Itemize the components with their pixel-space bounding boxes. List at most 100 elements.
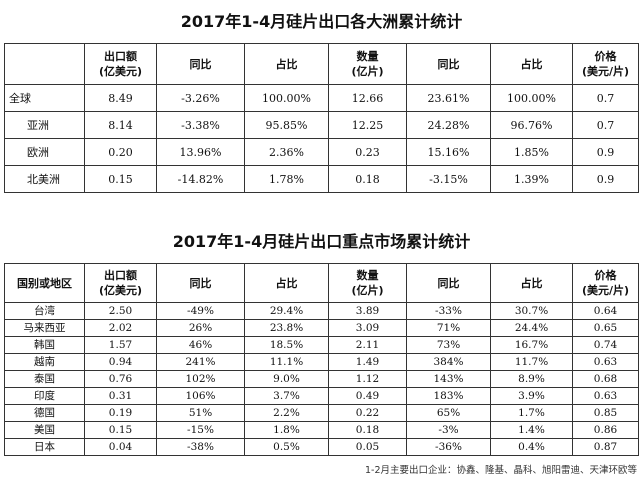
table-row: 亚洲 8.14 -3.38% 95.85% 12.25 24.28% 96.76% 0.7 bbox=[4, 111, 639, 139]
table-cell: 9.0% bbox=[244, 370, 329, 388]
table2-header-row: 国别或地区 出口额 (亿美元) 同比 占比 数量 (亿片) 同比 占比 价格 (美元/片) bbox=[4, 263, 639, 303]
table-cell: 1.8% bbox=[244, 421, 329, 439]
market-export-table: 国别或地区 出口额 (亿美元) 同比 占比 数量 (亿片) 同比 占比 价格 (美元/片) 台… bbox=[4, 263, 639, 456]
row-label: 韩国 bbox=[4, 336, 85, 354]
table-cell: -15% bbox=[156, 421, 245, 439]
table-cell: 1.4% bbox=[490, 421, 573, 439]
table-cell: 0.9 bbox=[572, 165, 639, 193]
table-cell: 3.7% bbox=[244, 387, 329, 405]
table-cell: 0.76 bbox=[84, 370, 157, 388]
table-row: 德国 0.19 51% 2.2% 0.22 65% 1.7% 0.85 bbox=[4, 404, 639, 422]
column-header: 价格 (美元/片) bbox=[572, 263, 639, 303]
table-cell: 73% bbox=[406, 336, 491, 354]
table-cell: 46% bbox=[156, 336, 245, 354]
table-cell: 0.4% bbox=[490, 438, 573, 456]
table-row: 北美洲 0.15 -14.82% 1.78% 0.18 -3.15% 1.39% 0.9 bbox=[4, 165, 639, 193]
table-cell: -49% bbox=[156, 302, 245, 320]
table1-header-row: 出口额 (亿美元) 同比 占比 数量 (亿片) 同比 占比 价格 (美元/片) bbox=[4, 43, 639, 85]
table-cell: 26% bbox=[156, 319, 245, 337]
table-cell: 0.63 bbox=[572, 353, 639, 371]
table-cell: 1.57 bbox=[84, 336, 157, 354]
table-cell: -33% bbox=[406, 302, 491, 320]
table-cell: 15.16% bbox=[406, 138, 491, 166]
table-cell: 0.31 bbox=[84, 387, 157, 405]
table-cell: 2.02 bbox=[84, 319, 157, 337]
table-cell: 1.39% bbox=[490, 165, 573, 193]
row-label: 欧洲 bbox=[4, 138, 85, 166]
table-cell: 18.5% bbox=[244, 336, 329, 354]
table-cell: 11.7% bbox=[490, 353, 573, 371]
table-cell: 8.9% bbox=[490, 370, 573, 388]
row-label: 北美洲 bbox=[4, 165, 85, 193]
row-label: 日本 bbox=[4, 438, 85, 456]
table-cell: 13.96% bbox=[156, 138, 245, 166]
column-header: 出口额 (亿美元) bbox=[84, 43, 157, 85]
table-cell: 384% bbox=[406, 353, 491, 371]
column-header: 占比 bbox=[490, 43, 573, 85]
table-cell: 100.00% bbox=[244, 84, 329, 112]
table-cell: 0.85 bbox=[572, 404, 639, 422]
table-row: 印度 0.31 106% 3.7% 0.49 183% 3.9% 0.63 bbox=[4, 387, 639, 405]
table-cell: 0.15 bbox=[84, 165, 157, 193]
table2-title: 2017年1-4月硅片出口重点市场累计统计 bbox=[172, 232, 471, 251]
table-cell: -38% bbox=[156, 438, 245, 456]
column-header bbox=[4, 43, 85, 85]
table-row: 日本 0.04 -38% 0.5% 0.05 -36% 0.4% 0.87 bbox=[4, 438, 639, 456]
table1-title: 2017年1-4月硅片出口各大洲累计统计 bbox=[180, 12, 463, 31]
table-cell: 0.63 bbox=[572, 387, 639, 405]
table-cell: 3.9% bbox=[490, 387, 573, 405]
table-cell: 0.9 bbox=[572, 138, 639, 166]
table-cell: 51% bbox=[156, 404, 245, 422]
table-cell: 0.7 bbox=[572, 111, 639, 139]
table-cell: 3.09 bbox=[328, 319, 407, 337]
column-header: 占比 bbox=[490, 263, 573, 303]
table-cell: 0.87 bbox=[572, 438, 639, 456]
column-header: 同比 bbox=[156, 43, 245, 85]
table-cell: -3.15% bbox=[406, 165, 491, 193]
table-cell: 183% bbox=[406, 387, 491, 405]
table-cell: 0.86 bbox=[572, 421, 639, 439]
table-cell: 96.76% bbox=[490, 111, 573, 139]
table-cell: 11.1% bbox=[244, 353, 329, 371]
column-header: 同比 bbox=[406, 263, 491, 303]
table-cell: 143% bbox=[406, 370, 491, 388]
continent-export-table: 出口额 (亿美元) 同比 占比 数量 (亿片) 同比 占比 价格 (美元/片) 全球 8.49… bbox=[4, 43, 639, 193]
table-cell: 2.11 bbox=[328, 336, 407, 354]
table-cell: 0.22 bbox=[328, 404, 407, 422]
table-cell: 0.20 bbox=[84, 138, 157, 166]
table-cell: 0.64 bbox=[572, 302, 639, 320]
column-header: 同比 bbox=[406, 43, 491, 85]
column-header: 同比 bbox=[156, 263, 245, 303]
table-cell: 1.12 bbox=[328, 370, 407, 388]
table-cell: -36% bbox=[406, 438, 491, 456]
table-cell: -14.82% bbox=[156, 165, 245, 193]
table-cell: 23.61% bbox=[406, 84, 491, 112]
column-header: 出口额 (亿美元) bbox=[84, 263, 157, 303]
table-cell: 12.25 bbox=[328, 111, 407, 139]
row-label: 印度 bbox=[4, 387, 85, 405]
row-label: 美国 bbox=[4, 421, 85, 439]
table-row: 全球 8.49 -3.26% 100.00% 12.66 23.61% 100.00% 0.7 bbox=[4, 84, 639, 112]
row-label: 越南 bbox=[4, 353, 85, 371]
table-cell: 24.28% bbox=[406, 111, 491, 139]
table-row: 美国 0.15 -15% 1.8% 0.18 -3% 1.4% 0.86 bbox=[4, 421, 639, 439]
column-header: 数量 (亿片) bbox=[328, 43, 407, 85]
table-row: 马来西亚 2.02 26% 23.8% 3.09 71% 24.4% 0.65 bbox=[4, 319, 639, 337]
table-cell: -3.26% bbox=[156, 84, 245, 112]
table-row: 欧洲 0.20 13.96% 2.36% 0.23 15.16% 1.85% 0.9 bbox=[4, 138, 639, 166]
table-cell: -3.38% bbox=[156, 111, 245, 139]
table-cell: 3.89 bbox=[328, 302, 407, 320]
column-header: 价格 (美元/片) bbox=[572, 43, 639, 85]
table-cell: 1.78% bbox=[244, 165, 329, 193]
table-cell: 0.7 bbox=[572, 84, 639, 112]
table-cell: 0.68 bbox=[572, 370, 639, 388]
table-cell: 2.36% bbox=[244, 138, 329, 166]
table-cell: 24.4% bbox=[490, 319, 573, 337]
table-cell: 8.49 bbox=[84, 84, 157, 112]
row-label: 全球 bbox=[4, 84, 85, 112]
table-cell: 0.5% bbox=[244, 438, 329, 456]
table-cell: 100.00% bbox=[490, 84, 573, 112]
table-cell: 0.18 bbox=[328, 165, 407, 193]
table-cell: 95.85% bbox=[244, 111, 329, 139]
row-label: 马来西亚 bbox=[4, 319, 85, 337]
